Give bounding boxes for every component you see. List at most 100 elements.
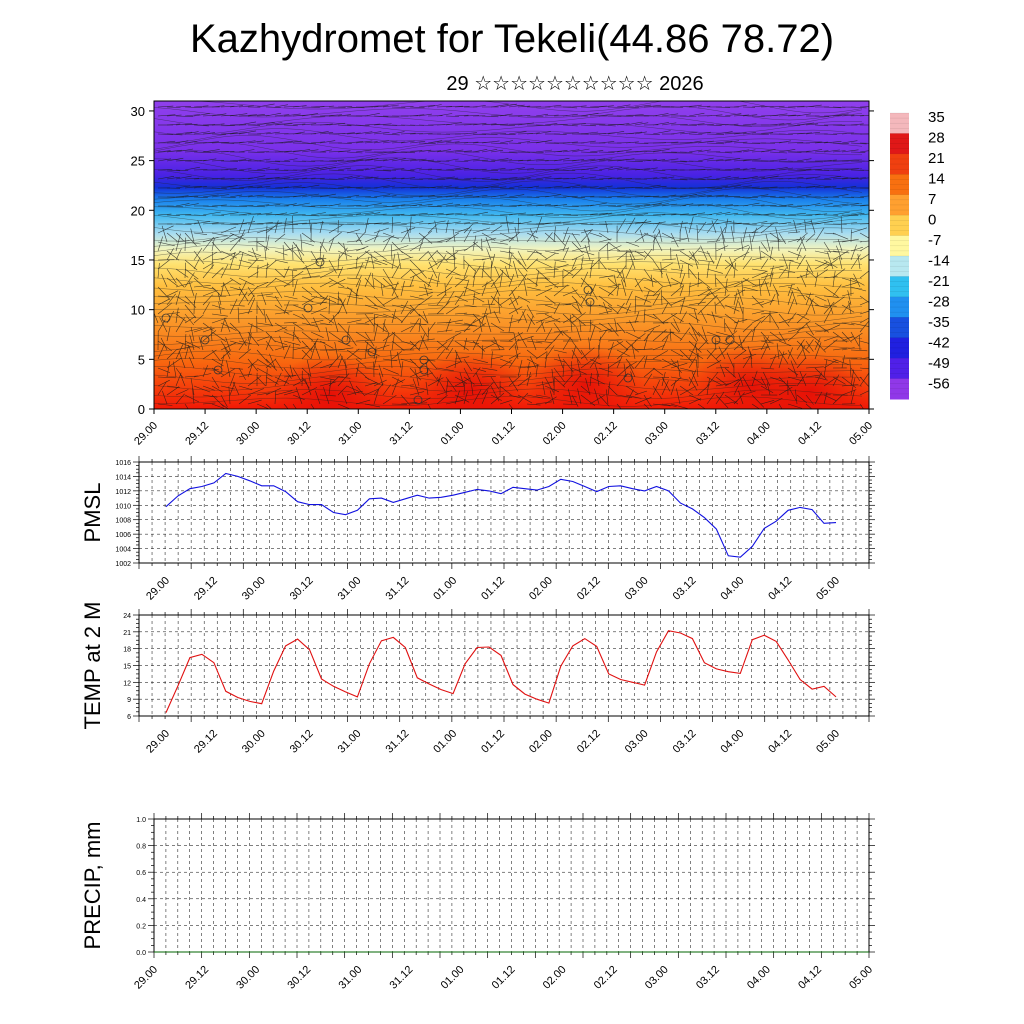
- wind-barb: [283, 403, 289, 409]
- wind-barb: [688, 349, 704, 359]
- wind-barb: [661, 380, 669, 396]
- wind-barb: [787, 376, 804, 382]
- wind-barb: [796, 221, 812, 225]
- wind-barb: [562, 185, 581, 189]
- wind-barb: [661, 295, 673, 307]
- wind-barb: [265, 262, 268, 279]
- wind-barb: [319, 270, 334, 279]
- wind-barb: [823, 301, 835, 315]
- wind-barb: [544, 313, 561, 323]
- wind-barb: [695, 359, 699, 378]
- wind-barb: [499, 331, 515, 334]
- wind-barb: [178, 351, 186, 369]
- wind-barb: [787, 177, 804, 180]
- wind-barb: [247, 358, 259, 372]
- wind-barb: [391, 131, 405, 135]
- wind-barb: [463, 241, 478, 252]
- wind-barb: [751, 268, 768, 272]
- wind-barb: [643, 214, 662, 217]
- wind-barb: [238, 348, 251, 360]
- wind-barb: [795, 389, 798, 405]
- wind-barb: [769, 178, 784, 180]
- wind-barb: [580, 321, 594, 324]
- wind-barb: [607, 195, 626, 198]
- wind-barb: [445, 379, 449, 396]
- wind-barb: [238, 286, 249, 302]
- wind-barb: [454, 349, 462, 363]
- y-axis-label: PRECIP, mm: [80, 822, 105, 950]
- wind-barb: [256, 304, 264, 316]
- wind-barb: [832, 124, 846, 126]
- wind-barb: [274, 286, 283, 299]
- wind-barb: [265, 335, 272, 351]
- wind-barb: [832, 358, 850, 366]
- wind-barb: [751, 105, 765, 108]
- wind-barb: [184, 166, 200, 171]
- wind-barb: [400, 140, 415, 144]
- wind-barb: [679, 327, 691, 342]
- wind-barb: [643, 334, 649, 351]
- wind-barb: [535, 394, 551, 398]
- wind-barb: [481, 382, 494, 396]
- wind-barb: [499, 358, 513, 364]
- wind-barb: [513, 333, 519, 351]
- wind-barb: [580, 186, 599, 189]
- wind-barb: [301, 331, 314, 341]
- wind-barb: [697, 250, 710, 255]
- wind-barb: [715, 226, 726, 243]
- wind-barb: [283, 367, 292, 379]
- wind-barb: [493, 336, 501, 351]
- wind-barb: [769, 232, 781, 241]
- wind-barb: [769, 123, 785, 126]
- wind-barb: [508, 212, 526, 216]
- wind-barb: [679, 259, 694, 267]
- wind-barb: [805, 259, 814, 274]
- wind-barb: [337, 347, 354, 351]
- wind-barb: [553, 150, 568, 153]
- calm-circle: [585, 297, 595, 307]
- wind-barb: [247, 216, 254, 234]
- wind-barb: [535, 176, 552, 180]
- wind-barb: [796, 158, 812, 162]
- wind-barb: [328, 224, 343, 234]
- wind-barb: [454, 168, 469, 171]
- wind-barb: [418, 251, 429, 261]
- x-tick-label: 30.00: [234, 964, 262, 992]
- wind-barb: [355, 158, 373, 162]
- wind-barb: [588, 337, 591, 351]
- contour-line: [154, 289, 863, 301]
- wind-barb: [796, 345, 806, 360]
- wind-barb: [292, 322, 304, 331]
- wind-barb: [580, 124, 597, 127]
- wind-barb: [427, 249, 438, 261]
- wind-barb: [751, 310, 764, 315]
- wind-barb: [535, 364, 538, 378]
- wind-barb: [827, 252, 834, 270]
- wind-barb: [445, 385, 464, 387]
- wind-barb: [634, 142, 649, 144]
- wind-barb: [508, 375, 522, 387]
- wind-barb: [643, 232, 657, 239]
- wind-barb: [337, 176, 353, 180]
- wind-barb: [693, 308, 699, 324]
- wind-barb: [382, 237, 391, 252]
- wind-barb: [733, 319, 748, 324]
- wind-barb: [778, 140, 791, 144]
- wind-barb: [472, 292, 476, 306]
- wind-barb: [643, 403, 650, 409]
- wind-barb: [670, 213, 689, 216]
- wind-barb: [166, 326, 171, 342]
- wind-barb: [526, 313, 535, 325]
- wind-barb: [661, 302, 669, 315]
- wind-barb: [567, 388, 573, 405]
- wind-barb: [274, 311, 293, 315]
- wind-barb: [553, 330, 569, 333]
- wind-barb: [580, 140, 596, 144]
- wind-barb: [510, 298, 519, 315]
- wind-barb: [580, 259, 595, 261]
- wind-barb: [229, 322, 241, 334]
- wind-barb: [265, 387, 282, 396]
- wind-barb: [319, 295, 329, 306]
- wind-barb: [308, 373, 312, 387]
- wind-barb: [211, 177, 225, 180]
